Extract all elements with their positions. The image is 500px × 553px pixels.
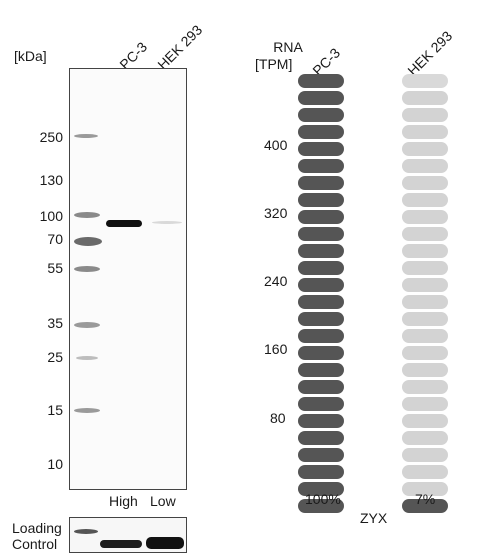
- rna-bar-segment: [298, 193, 344, 207]
- rna-bar-segment: [298, 125, 344, 139]
- rna-bar-segment: [402, 431, 448, 445]
- rna-tick-160: 160: [264, 341, 288, 357]
- ladder-band: [74, 322, 100, 328]
- rna-header-line2: [TPM]: [255, 56, 293, 72]
- rna-bar-segment: [402, 193, 448, 207]
- rna-bar-segment: [402, 499, 448, 513]
- rna-bar-segment: [402, 74, 448, 88]
- ladder-band: [74, 212, 100, 218]
- rna-tick-80: 80: [270, 410, 286, 426]
- rna-percent-pc3: 100%: [305, 491, 341, 507]
- marker-label-55: 55: [47, 260, 63, 276]
- rna-bar-segment: [402, 295, 448, 309]
- lane-label-hek293: HEK 293: [154, 21, 206, 73]
- loading-ladder-band: [74, 529, 98, 534]
- rna-bar-segment: [298, 346, 344, 360]
- rna-bar-segment: [298, 312, 344, 326]
- rna-bar-segment: [298, 329, 344, 343]
- rna-bar-segment: [298, 431, 344, 445]
- rna-bar-segment: [402, 482, 448, 496]
- loading-band-pc3: [100, 540, 142, 548]
- rna-bar-segment: [402, 448, 448, 462]
- rna-bar-segment: [298, 74, 344, 88]
- marker-label-10: 10: [47, 456, 63, 472]
- rna-bar-segment: [402, 397, 448, 411]
- rna-bar-segment: [402, 244, 448, 258]
- ladder-band: [74, 408, 100, 413]
- rna-bar-segment: [402, 91, 448, 105]
- rna-bar-segment: [298, 278, 344, 292]
- rna-bar-segment: [298, 210, 344, 224]
- rna-bar-segment: [402, 312, 448, 326]
- rna-bar-segment: [298, 499, 344, 513]
- ladder-band: [74, 266, 100, 272]
- rna-bar-segment: [402, 176, 448, 190]
- rna-bar-segment: [402, 380, 448, 394]
- marker-label-15: 15: [47, 402, 63, 418]
- rna-bar-segment: [402, 210, 448, 224]
- loading-band-hek293: [146, 537, 184, 549]
- rna-bar-segment: [402, 261, 448, 275]
- sample-band-pc3: [106, 220, 142, 227]
- loading-control-label-line1: Loading: [12, 520, 62, 536]
- rna-bar-segment: [402, 108, 448, 122]
- ladder-band: [74, 237, 102, 246]
- rna-bar-segment: [298, 159, 344, 173]
- rna-bar-segment: [298, 414, 344, 428]
- expression-label-low: Low: [150, 493, 176, 509]
- rna-bar-segment: [402, 414, 448, 428]
- rna-bar-segment: [298, 244, 344, 258]
- rna-column-label-hek293: HEK 293: [404, 27, 456, 79]
- western-blot-image: [69, 68, 187, 490]
- marker-label-25: 25: [47, 349, 63, 365]
- rna-tick-240: 240: [264, 273, 288, 289]
- rna-bar-segment: [298, 227, 344, 241]
- rna-bar-segment: [402, 329, 448, 343]
- ladder-band: [74, 134, 98, 138]
- rna-percent-hek293: 7%: [415, 491, 436, 507]
- ladder-band: [76, 356, 98, 360]
- rna-bar-segment: [402, 227, 448, 241]
- rna-bar-segment: [402, 159, 448, 173]
- marker-label-100: 100: [39, 208, 63, 224]
- rna-tick-320: 320: [264, 205, 288, 221]
- expression-label-high: High: [109, 493, 138, 509]
- rna-bar-segment: [298, 108, 344, 122]
- loading-control-image: [69, 517, 187, 553]
- gene-name: ZYX: [360, 510, 388, 526]
- kda-header: [kDa]: [14, 48, 47, 64]
- rna-bar-segment: [298, 397, 344, 411]
- rna-bar-segment: [298, 465, 344, 479]
- rna-bar-segment: [298, 142, 344, 156]
- rna-bar-segment: [298, 448, 344, 462]
- marker-label-250: 250: [39, 129, 63, 145]
- rna-bar-segment: [298, 363, 344, 377]
- rna-bar-segment: [402, 278, 448, 292]
- loading-control-label-line2: Control: [12, 536, 58, 552]
- rna-bar-segment: [298, 482, 344, 496]
- rna-bar-segment: [402, 346, 448, 360]
- rna-header-line1: RNA: [273, 39, 303, 55]
- marker-label-35: 35: [47, 315, 63, 331]
- rna-bar-segment: [402, 142, 448, 156]
- rna-bar-segment: [298, 176, 344, 190]
- marker-label-70: 70: [47, 231, 63, 247]
- rna-bar-segment: [298, 261, 344, 275]
- rna-tick-400: 400: [264, 137, 288, 153]
- sample-band-hek293: [152, 221, 182, 224]
- rna-bar-segment: [298, 91, 344, 105]
- rna-bar-segment: [298, 295, 344, 309]
- rna-bar-segment: [402, 363, 448, 377]
- marker-label-130: 130: [39, 172, 63, 188]
- rna-bar-segment: [298, 380, 344, 394]
- rna-bar-segment: [402, 465, 448, 479]
- rna-bar-segment: [402, 125, 448, 139]
